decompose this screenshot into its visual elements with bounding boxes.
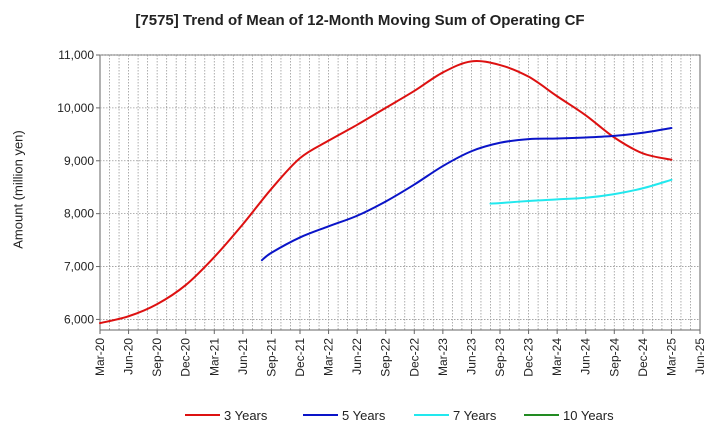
y-axis: 6,000 7,000 8,000 9,000 10,000 11,000 xyxy=(57,48,100,326)
series-line-5-years xyxy=(260,126,673,262)
y-tick-label: 8,000 xyxy=(64,207,94,221)
y-tick-label: 7,000 xyxy=(64,260,94,274)
chart-title: [7575] Trend of Mean of 12-Month Moving … xyxy=(135,12,585,29)
x-tick-label: Dec-23 xyxy=(522,338,536,377)
series-line-7-years xyxy=(489,178,673,205)
x-tick-label: Jun-25 xyxy=(693,338,707,375)
y-tick-label: 9,000 xyxy=(64,154,94,168)
x-tick-label: Jun-22 xyxy=(350,338,364,375)
x-tick-label: Sep-22 xyxy=(379,338,393,377)
series-line-3-years xyxy=(99,60,673,325)
x-tick-label: Dec-22 xyxy=(407,338,421,377)
x-tick-label: Jun-23 xyxy=(464,338,478,375)
legend-label: 3 Years xyxy=(224,408,268,423)
grid-lines xyxy=(100,54,700,330)
x-tick-label: Mar-21 xyxy=(207,338,221,376)
x-tick-label: Dec-21 xyxy=(293,338,307,377)
legend-label: 10 Years xyxy=(563,408,614,423)
x-tick-label: Mar-25 xyxy=(664,338,678,376)
series-layer xyxy=(99,60,673,325)
x-tick-label: Jun-24 xyxy=(579,338,593,375)
x-tick-label: Sep-21 xyxy=(264,338,278,377)
x-tick-label: Dec-24 xyxy=(636,338,650,377)
x-tick-label: Sep-24 xyxy=(607,338,621,377)
y-tick-label: 6,000 xyxy=(64,312,94,326)
x-tick-label: Sep-23 xyxy=(493,338,507,377)
y-tick-label: 11,000 xyxy=(58,48,94,62)
x-axis: Mar-20 Jun-20 Sep-20 Dec-20 Mar-21 Jun-21 Sep-… xyxy=(93,330,707,377)
x-tick-label: Sep-20 xyxy=(150,338,164,377)
x-tick-label: Mar-22 xyxy=(322,338,336,376)
x-tick-label: Dec-20 xyxy=(179,338,193,377)
y-tick-label: 10,000 xyxy=(57,101,94,115)
x-tick-label: Mar-20 xyxy=(93,338,107,376)
x-tick-label: Mar-24 xyxy=(550,338,564,376)
x-tick-label: Jun-20 xyxy=(122,338,136,375)
legend-label: 7 Years xyxy=(453,408,497,423)
x-tick-label: Mar-23 xyxy=(436,338,450,376)
x-tick-label: Jun-21 xyxy=(236,338,250,375)
legend-label: 5 Years xyxy=(342,408,386,423)
legend: 3 Years 5 Years 7 Years 10 Years xyxy=(185,408,614,423)
